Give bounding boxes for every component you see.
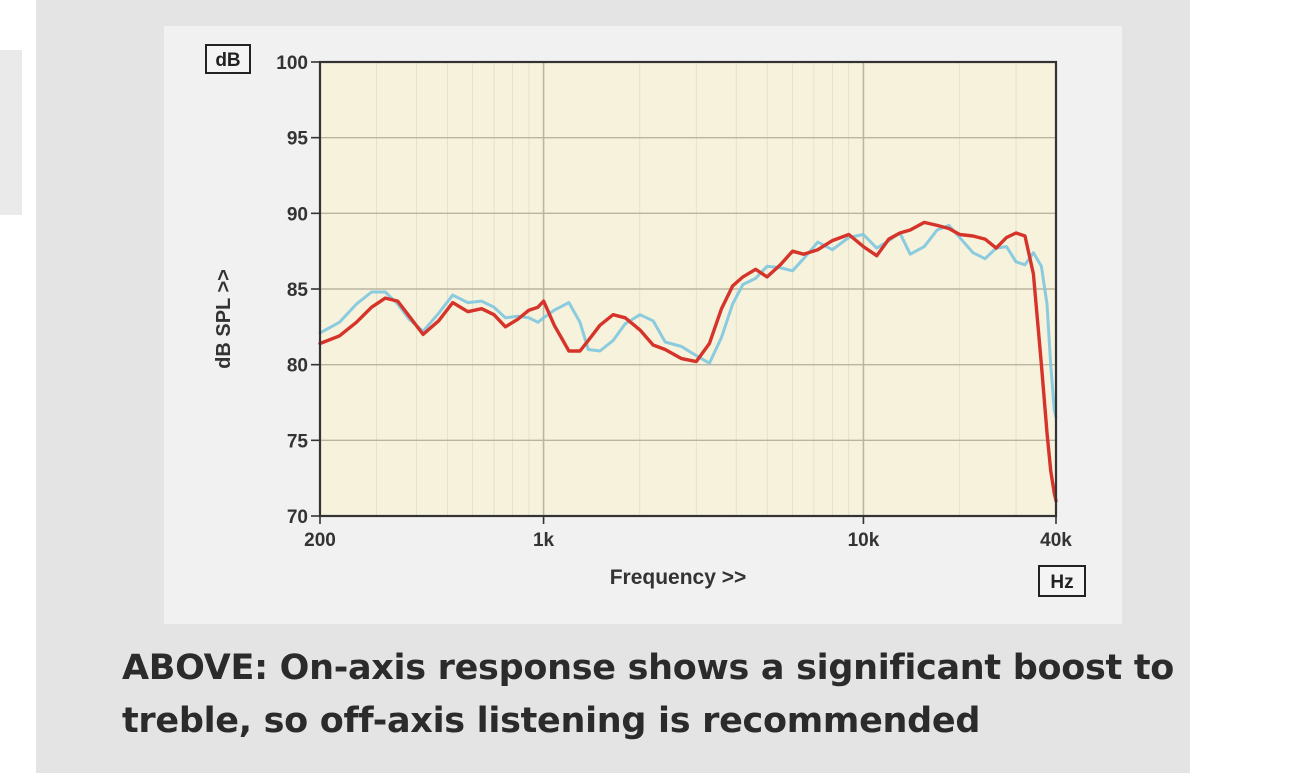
x-tick-label: 200 xyxy=(304,530,336,551)
figure-panel: 70 75 80 85 90 95 100 200 1k 10k 40k Frequency >> dB… xyxy=(36,0,1190,773)
y-tick-label: 75 xyxy=(287,431,309,452)
y-tick-label: 85 xyxy=(287,280,309,301)
caption-line-2: treble, so off-axis listening is recomme… xyxy=(122,701,981,741)
series-line-1 xyxy=(318,223,1058,420)
y-tick-label: 90 xyxy=(287,204,308,225)
series-line-2 xyxy=(318,220,1058,503)
y-tick-label: 70 xyxy=(287,507,308,528)
y-axis-title: dB SPL >> xyxy=(213,269,235,369)
hz-unit-box-border xyxy=(1038,565,1086,597)
x-tick-label: 10k xyxy=(848,530,880,551)
db-unit-box-label: dB xyxy=(215,50,240,71)
y-tick-label: 95 xyxy=(287,129,309,150)
hz-unit-box: Hz xyxy=(1038,565,1086,597)
x-tick-label: 1k xyxy=(533,530,555,551)
y-tick-label: 80 xyxy=(287,356,308,377)
page-edge-tab xyxy=(0,50,22,215)
db-unit-box: dB xyxy=(205,44,251,74)
hz-unit-box-label: Hz xyxy=(1050,572,1073,593)
y-tick-label: 100 xyxy=(276,53,308,74)
db-unit-box-border xyxy=(205,44,251,74)
caption-line-1: ABOVE: On-axis response shows a signific… xyxy=(122,648,1175,688)
figure-caption: ABOVE: On-axis response shows a signific… xyxy=(122,642,1212,748)
chart-area: 70 75 80 85 90 95 100 200 1k 10k 40k Frequency >> dB… xyxy=(164,26,1122,624)
x-tick-label: 40k xyxy=(1040,530,1072,551)
x-axis-title: Frequency >> xyxy=(610,566,747,589)
frequency-response-chart: 70 75 80 85 90 95 100 200 1k 10k 40k Frequency >> dB… xyxy=(205,44,1086,597)
